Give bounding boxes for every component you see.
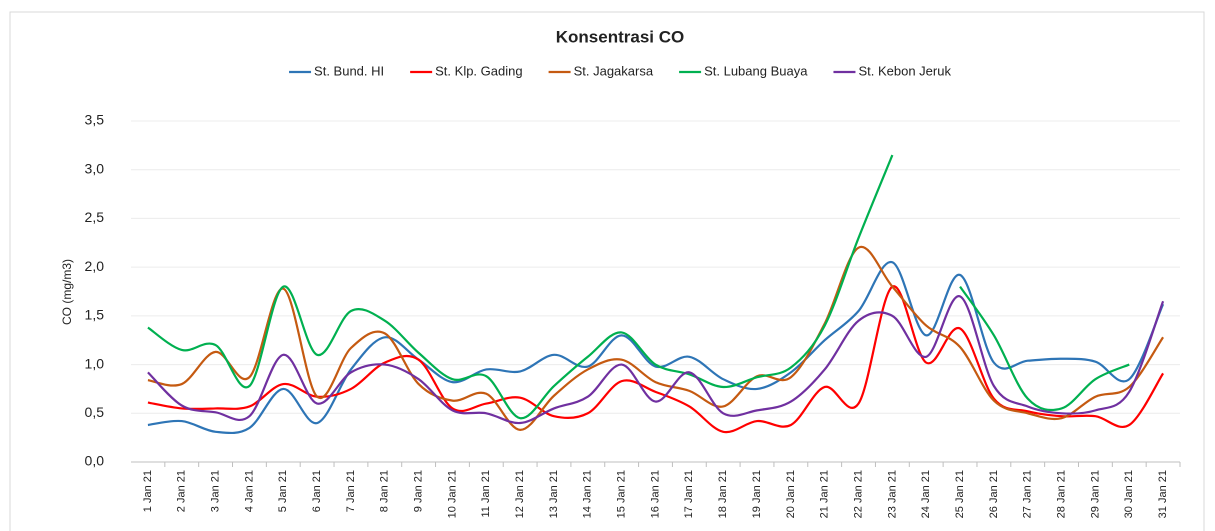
y-tick-label: 2,5 — [85, 209, 105, 225]
x-tick-label: 21 Jan 21 — [819, 470, 831, 518]
y-tick-label: 0,0 — [85, 453, 105, 469]
series-line — [147, 295, 1165, 425]
x-tick-label: 9 Jan 21 — [413, 470, 425, 512]
y-tick-label: 3,5 — [85, 112, 105, 128]
y-tick-label: 1,5 — [85, 307, 105, 323]
x-tick-label: 25 Jan 21 — [954, 470, 966, 518]
chart-title: Konsentrasi CO — [556, 27, 684, 46]
x-tick-label: 30 Jan 21 — [1123, 470, 1135, 518]
x-tick-label: 29 Jan 21 — [1089, 470, 1101, 518]
y-tick-label: 2,0 — [85, 258, 105, 274]
series-line — [147, 261, 1165, 435]
x-tick-label: 18 Jan 21 — [717, 470, 729, 518]
x-tick-label: 7 Jan 21 — [345, 470, 357, 512]
x-tick-label: 10 Jan 21 — [446, 470, 458, 518]
x-tick-label: 17 Jan 21 — [683, 470, 695, 518]
x-tick-label: 4 Jan 21 — [243, 470, 255, 512]
x-tick-label: 14 Jan 21 — [582, 470, 594, 518]
x-tick-label: 13 Jan 21 — [548, 470, 560, 518]
x-tick-label: 12 Jan 21 — [514, 470, 526, 518]
x-tick-label: 24 Jan 21 — [920, 470, 932, 518]
chart-frame — [9, 11, 1205, 531]
x-tick-label: 16 Jan 21 — [649, 470, 661, 518]
series-line — [147, 154, 1130, 420]
x-tick-label: 31 Jan 21 — [1157, 470, 1169, 518]
x-tick-label: 22 Jan 21 — [852, 470, 864, 518]
legend-label: St. Bund. HI — [314, 63, 384, 78]
y-tick-label: 3,0 — [85, 160, 105, 176]
legend-label: St. Lubang Buaya — [704, 63, 808, 78]
y-tick-label: 0,5 — [85, 404, 105, 420]
x-tick-label: 6 Jan 21 — [311, 470, 323, 512]
y-tick-label: 1,0 — [85, 355, 105, 371]
x-tick-label: 1 Jan 21 — [142, 470, 154, 512]
series-line — [147, 245, 1164, 431]
x-tick-label: 3 Jan 21 — [210, 470, 222, 512]
x-tick-label: 15 Jan 21 — [616, 470, 628, 518]
x-tick-label: 5 Jan 21 — [277, 470, 289, 512]
x-tick-label: 19 Jan 21 — [751, 470, 763, 518]
x-tick-label: 20 Jan 21 — [785, 470, 797, 518]
x-tick-label: 8 Jan 21 — [379, 470, 391, 512]
legend-label: St. Kebon Jeruk — [858, 63, 951, 78]
x-tick-label: 23 Jan 21 — [886, 470, 898, 518]
legend-label: St. Klp. Gading — [435, 63, 522, 78]
x-tick-label: 11 Jan 21 — [480, 470, 492, 518]
legend: St. Bund. HI St. Klp. Gading St. Jagakarsa… — [289, 63, 951, 78]
x-tick-label: 2 Jan 21 — [176, 470, 188, 512]
x-tick-label: 26 Jan 21 — [988, 470, 1000, 518]
x-tick-label: 27 Jan 21 — [1022, 470, 1034, 518]
y-axis-label: CO (mg/m3) — [60, 259, 74, 325]
legend-label: St. Jagakarsa — [574, 63, 654, 78]
series-line — [147, 285, 1165, 434]
x-tick-label: 28 Jan 21 — [1055, 470, 1067, 518]
